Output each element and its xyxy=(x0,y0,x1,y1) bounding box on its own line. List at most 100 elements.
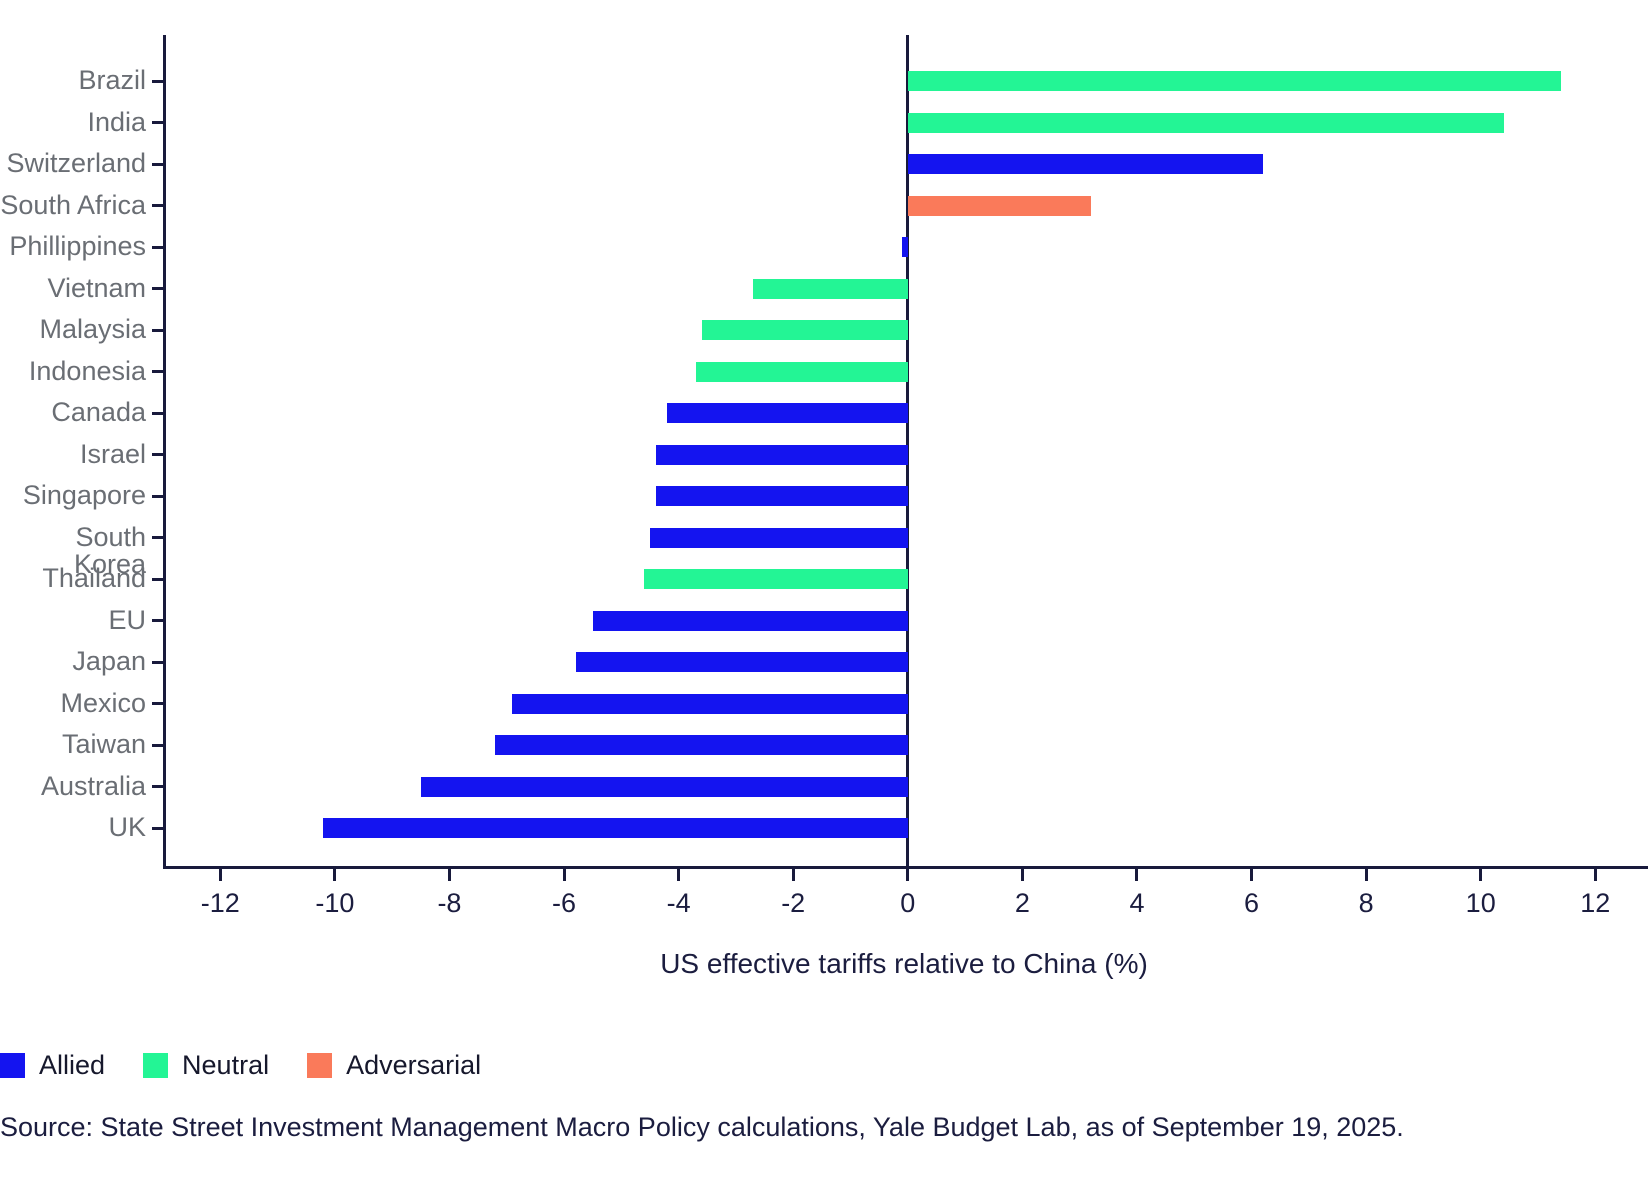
category-label: Japan xyxy=(72,646,146,676)
source-text: Source: State Street Investment Manageme… xyxy=(0,1112,1404,1142)
x-axis-line xyxy=(163,866,1648,869)
bar xyxy=(644,569,908,589)
bar xyxy=(695,361,908,382)
y-tick-mark xyxy=(152,826,165,830)
y-tick-mark xyxy=(152,453,165,456)
category-label: Switzerland xyxy=(6,148,146,178)
adversarial-swatch-icon xyxy=(307,1053,333,1078)
allied-swatch-icon xyxy=(0,1053,25,1078)
x-tick-mark xyxy=(333,869,337,881)
category-label: Thailand xyxy=(42,563,146,593)
x-axis-title: US effective tariffs relative to China (… xyxy=(660,948,1148,979)
bar xyxy=(592,610,908,631)
category-label: Malaysia xyxy=(39,314,146,344)
x-tick-label: -8 xyxy=(437,888,462,918)
category-label: Singapore xyxy=(22,480,146,510)
x-tick-label: -6 xyxy=(552,888,577,918)
legend-label-adversarial: Adversarial xyxy=(346,1050,482,1080)
category-label: India xyxy=(87,106,146,137)
bar xyxy=(907,71,1561,91)
x-tick-mark xyxy=(677,869,681,881)
y-tick-mark xyxy=(152,121,165,124)
x-tick-mark xyxy=(218,869,222,881)
x-tick-mark xyxy=(562,869,566,881)
neutral-swatch-icon xyxy=(143,1053,169,1078)
x-tick-label: 12 xyxy=(1580,888,1611,918)
bar xyxy=(420,776,908,797)
category-label: Australia xyxy=(40,770,146,801)
category-label: Brazil xyxy=(78,65,146,95)
category-label: South Korea xyxy=(73,521,146,579)
bar xyxy=(495,735,908,755)
y-tick-mark xyxy=(152,577,165,581)
y-tick-mark xyxy=(152,619,165,622)
y-tick-mark xyxy=(152,79,165,83)
x-tick-label: 0 xyxy=(900,888,916,918)
legend-item-adversarial: Adversarial xyxy=(307,1050,481,1081)
x-tick-label: 10 xyxy=(1465,888,1496,918)
x-tick-mark xyxy=(447,869,451,881)
x-tick-label: 8 xyxy=(1358,888,1374,918)
legend-item-allied: Allied xyxy=(0,1050,105,1081)
bar xyxy=(701,320,908,340)
legend: Allied Neutral Adversarial xyxy=(0,1050,481,1081)
y-tick-mark xyxy=(152,287,165,290)
category-label: Canada xyxy=(51,397,146,427)
x-tick-label: -4 xyxy=(666,888,691,918)
legend-item-neutral: Neutral xyxy=(143,1050,269,1081)
bar xyxy=(907,195,1092,216)
x-tick-label: -12 xyxy=(200,888,240,918)
y-tick-mark xyxy=(152,411,165,415)
y-tick-mark xyxy=(152,245,165,249)
category-label: Mexico xyxy=(60,687,146,718)
y-tick-mark xyxy=(152,660,165,664)
y-tick-mark xyxy=(152,494,165,498)
category-label: Israel xyxy=(79,438,146,469)
category-label: Phillippines xyxy=(9,231,146,261)
bar xyxy=(323,818,908,838)
legend-label-neutral: Neutral xyxy=(182,1050,270,1080)
y-tick-mark xyxy=(152,536,165,539)
bar xyxy=(655,444,908,465)
y-tick-mark xyxy=(152,370,165,373)
legend-label-allied: Allied xyxy=(39,1050,106,1080)
x-tick-mark xyxy=(1020,869,1024,881)
bar xyxy=(907,112,1504,133)
bar xyxy=(667,403,908,423)
x-tick-mark xyxy=(1135,869,1139,881)
y-tick-mark xyxy=(152,702,165,705)
category-label: Indonesia xyxy=(28,355,146,386)
x-tick-label: -10 xyxy=(315,888,355,918)
bar xyxy=(655,486,908,506)
bar xyxy=(649,527,908,548)
category-label: Vietnam xyxy=(47,272,146,303)
zero-line xyxy=(906,35,910,866)
category-label: South Africa xyxy=(0,189,146,220)
x-tick-label: -2 xyxy=(781,888,806,918)
category-label: UK xyxy=(108,812,146,842)
y-tick-mark xyxy=(152,162,165,166)
y-tick-mark xyxy=(152,785,165,788)
x-tick-label: 4 xyxy=(1129,888,1145,918)
x-tick-mark xyxy=(1479,869,1483,881)
x-tick-mark xyxy=(1250,869,1254,881)
bar xyxy=(907,154,1263,174)
y-tick-mark xyxy=(152,328,165,332)
bar xyxy=(575,652,908,672)
y-tick-mark xyxy=(152,743,165,747)
bar xyxy=(512,693,908,714)
bar xyxy=(753,278,908,299)
x-tick-label: 6 xyxy=(1244,888,1260,918)
bar xyxy=(902,237,908,257)
x-tick-mark xyxy=(1593,869,1597,881)
y-tick-mark xyxy=(152,204,165,207)
x-tick-mark xyxy=(1364,869,1368,881)
x-tick-mark xyxy=(791,869,795,881)
category-label: EU xyxy=(108,604,146,635)
category-label: Taiwan xyxy=(61,729,146,759)
y-axis-line xyxy=(163,35,166,866)
x-tick-label: 2 xyxy=(1014,888,1030,918)
x-tick-mark xyxy=(906,869,910,881)
